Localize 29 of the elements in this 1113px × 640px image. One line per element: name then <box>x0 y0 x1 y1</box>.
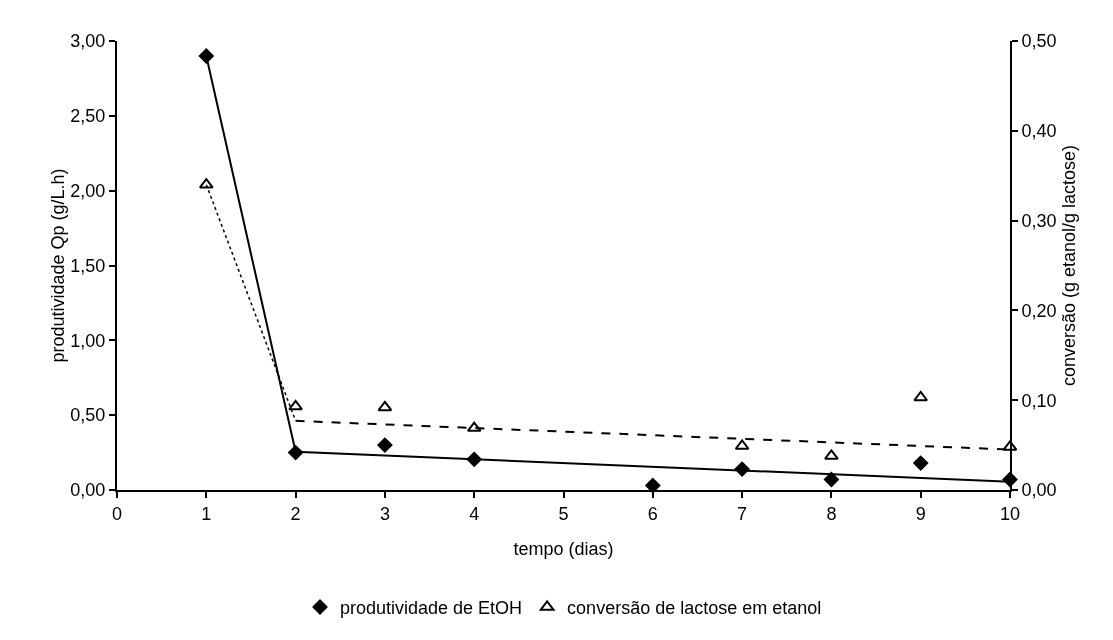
y-tick-label: 1,50 <box>70 255 106 276</box>
y2-axis-title: conversão (g etanol/g lactose) <box>1058 144 1079 387</box>
x-axis-title: tempo (dias) <box>513 539 614 559</box>
legend-label: produtividade de EtOH <box>340 598 523 618</box>
y2-tick-label: 0,40 <box>1021 121 1057 142</box>
y2-tick-label: 0,10 <box>1021 390 1057 411</box>
y2-tick-label: 0,50 <box>1021 31 1057 52</box>
x-tick-label: 4 <box>469 503 480 524</box>
x-tick-label: 7 <box>737 503 748 524</box>
y-tick-label: 3,00 <box>70 31 106 52</box>
x-tick-label: 10 <box>999 503 1021 524</box>
y-tick-label: 0,00 <box>70 480 106 501</box>
y-tick-label: 2,50 <box>70 106 106 127</box>
x-tick-label: 0 <box>111 503 123 524</box>
y2-tick-label: 0,00 <box>1021 480 1057 501</box>
y2-tick-label: 0,20 <box>1021 300 1057 321</box>
y-tick-label: 0,50 <box>70 405 106 426</box>
x-tick-label: 8 <box>826 503 837 524</box>
x-tick-label: 1 <box>201 503 212 524</box>
x-tick-label: 6 <box>647 503 658 524</box>
y-tick-label: 1,00 <box>70 330 106 351</box>
y-tick-label: 2,00 <box>70 180 106 201</box>
x-tick-label: 9 <box>915 503 926 524</box>
x-tick-label: 3 <box>379 503 390 524</box>
y2-tick-label: 0,30 <box>1021 210 1057 231</box>
x-tick-label: 5 <box>558 503 569 524</box>
x-tick-label: 2 <box>290 503 301 524</box>
y-axis-title: produtividade Qp (g/L.h) <box>48 168 69 363</box>
legend-label: conversão de lactose em etanol <box>567 598 822 618</box>
